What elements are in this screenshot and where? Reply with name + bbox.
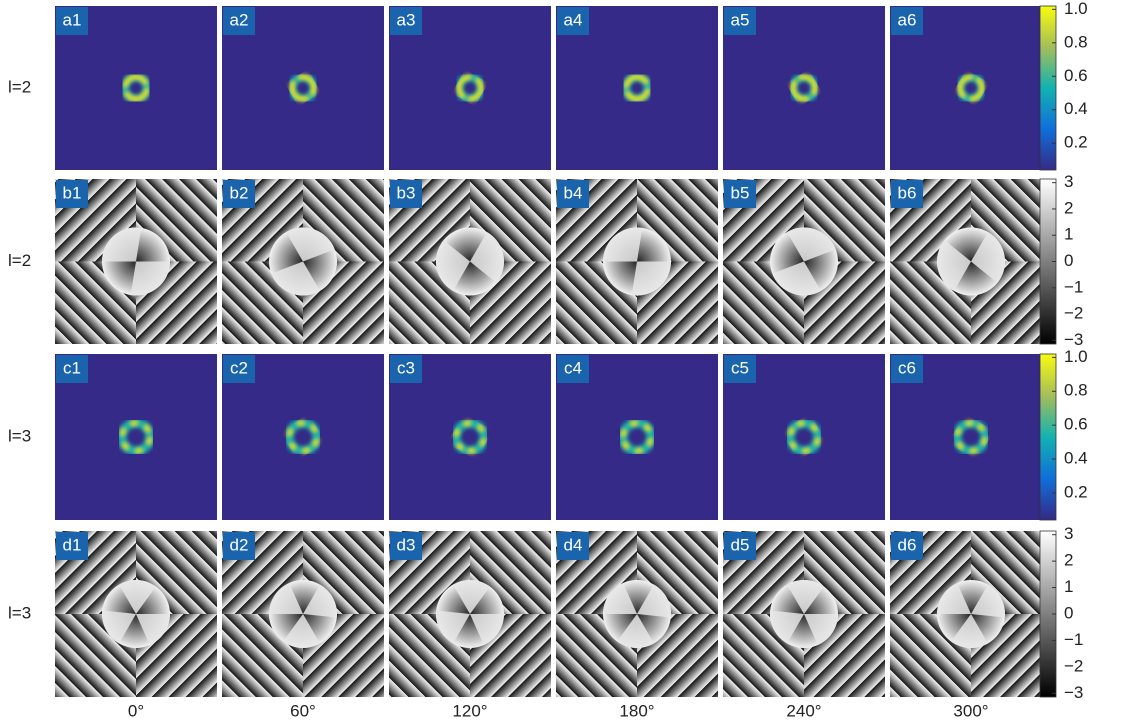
colorbar-tick-label: −2 — [1064, 656, 1083, 675]
panel: c3 — [389, 354, 551, 520]
panel: a1 — [55, 6, 217, 170]
column-label: 300° — [953, 701, 988, 720]
panel: c5 — [723, 354, 885, 520]
colorbar-tick-label: 0.4 — [1064, 99, 1088, 118]
colorbar-tick-label: −2 — [1064, 304, 1083, 323]
panel: c2 — [222, 354, 384, 520]
panel: a6 — [890, 6, 1052, 170]
colorbar — [1040, 6, 1056, 170]
panel: d1 — [55, 531, 217, 697]
row-label: l=2 — [8, 77, 31, 96]
panel-label: a6 — [898, 10, 917, 29]
colorbar-tick-label: 0.6 — [1064, 66, 1088, 85]
row-label: l=3 — [8, 426, 31, 445]
panel: b2 — [222, 179, 384, 344]
panel-label: b5 — [731, 183, 750, 202]
panel: c6 — [890, 354, 1052, 520]
colorbar-tick-label: 0.2 — [1064, 482, 1088, 501]
panel: b6 — [890, 179, 1052, 344]
panel-label: c4 — [564, 358, 582, 377]
panel: d2 — [222, 531, 384, 697]
panel-label: d2 — [230, 535, 249, 554]
panel-label: a4 — [564, 10, 583, 29]
panel-label: b2 — [230, 183, 249, 202]
colorbar-tick-label: −1 — [1064, 630, 1083, 649]
panel: d4 — [556, 531, 718, 697]
colorbar-tick-label: 1 — [1064, 577, 1073, 596]
panel-label: b4 — [564, 183, 583, 202]
column-label: 180° — [619, 701, 654, 720]
panel-label: a5 — [731, 10, 750, 29]
panel-label: b6 — [898, 183, 917, 202]
colorbar-tick-label: 0 — [1064, 603, 1073, 622]
panel: d5 — [723, 531, 885, 697]
panel-label: d1 — [63, 535, 82, 554]
panel-label: b3 — [397, 183, 416, 202]
panel-label: b1 — [63, 183, 82, 202]
colorbar-tick-label: 2 — [1064, 198, 1073, 217]
colorbar-tick-label: 0.2 — [1064, 133, 1088, 152]
panel: a3 — [389, 6, 551, 170]
panel-label: a1 — [63, 10, 82, 29]
panel-label: d6 — [898, 535, 917, 554]
figure: l=2 a1 a2 a3 a4 a5 a6 1.0 0.8 0.6 0.4 0.2 l=2 b1 b2 b3 b… — [0, 0, 1121, 722]
colorbar-tick-label: 0.4 — [1064, 449, 1088, 468]
panel: c1 — [55, 354, 217, 520]
colorbar-tick-label: 0.8 — [1064, 381, 1088, 400]
panel: d6 — [890, 531, 1052, 697]
colorbar-tick-label: −1 — [1064, 277, 1083, 296]
panel: a5 — [723, 6, 885, 170]
panel-label: d4 — [564, 535, 583, 554]
panel-label: c5 — [731, 358, 749, 377]
panel-label: c2 — [230, 358, 248, 377]
panel-label: c6 — [898, 358, 916, 377]
colorbar-tick-label: 0 — [1064, 251, 1073, 270]
colorbar-tick-label: 3 — [1064, 172, 1073, 191]
panel: a4 — [556, 6, 718, 170]
panel: b3 — [389, 179, 551, 344]
colorbar-tick-label: 1.0 — [1064, 347, 1088, 366]
row-label: l=3 — [8, 603, 31, 622]
panel-label: c3 — [397, 358, 415, 377]
colorbar-tick-label: 1 — [1064, 225, 1073, 244]
row-label: l=2 — [8, 251, 31, 270]
panel: d3 — [389, 531, 551, 697]
colorbar-tick-label: 1.0 — [1064, 0, 1088, 18]
colorbar-tick-label: 0.6 — [1064, 415, 1088, 434]
panel: b4 — [556, 179, 718, 344]
column-label: 0° — [128, 701, 144, 720]
colorbar-tick-label: 3 — [1064, 524, 1073, 543]
panel-label: a2 — [230, 10, 249, 29]
column-label: 120° — [452, 701, 487, 720]
colorbar-tick-label: −3 — [1064, 683, 1083, 702]
panel: c4 — [556, 354, 718, 520]
panel-label: a3 — [397, 10, 416, 29]
panel: b1 — [55, 179, 217, 344]
panel-label: d5 — [731, 535, 750, 554]
panel-label: d3 — [397, 535, 416, 554]
column-label: 60° — [290, 701, 316, 720]
colorbar-tick-label: 2 — [1064, 551, 1073, 570]
panel: b5 — [723, 179, 885, 344]
colorbar — [1040, 354, 1056, 520]
column-label: 240° — [786, 701, 821, 720]
panel-label: c1 — [63, 358, 81, 377]
colorbar-tick-label: 0.8 — [1064, 32, 1088, 51]
panel: a2 — [222, 6, 384, 170]
